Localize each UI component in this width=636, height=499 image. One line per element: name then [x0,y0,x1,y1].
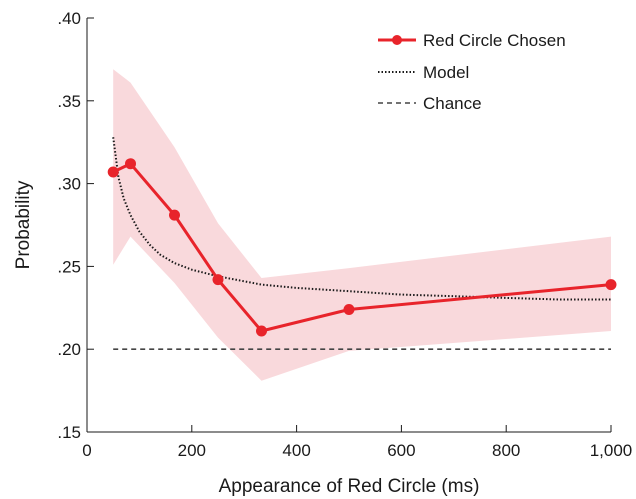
data-point-red-circle-chosen [605,279,617,291]
y-tick-label: .40 [57,9,81,28]
y-tick-label: .30 [57,175,81,194]
confidence-band-layer [113,69,611,381]
series-layer [107,137,617,351]
legend-item-red-circle-chosen: Red Circle Chosen [378,31,566,50]
x-tick-label: 200 [178,441,206,460]
y-tick-label: .35 [57,92,81,111]
legend-label-red-circle-chosen: Red Circle Chosen [423,31,566,50]
y-tick-label: .25 [57,257,81,276]
x-tick-label: 400 [282,441,310,460]
x-tick-layer: 0 200 400 600 800 1,000 [82,425,632,460]
y-tick-label: .20 [57,340,81,359]
x-tick-label: 800 [492,441,520,460]
legend-item-chance: Chance [378,94,482,113]
legend-label-model: Model [423,63,469,82]
data-point-red-circle-chosen [212,274,224,286]
y-axis-title: Probability [13,180,34,269]
y-tick-layer: .15 .20 .25 .30 .35 .40 [57,9,94,442]
confidence-band [113,69,611,381]
data-point-red-circle-chosen [343,304,355,315]
x-tick-label: 0 [82,441,91,460]
legend-swatch-red-marker [392,35,402,45]
legend: Red Circle Chosen Model Chance [378,31,566,113]
x-tick-label: 1,000 [590,441,633,460]
data-point-red-circle-chosen [125,158,136,170]
y-tick-label: .15 [57,423,81,442]
legend-label-chance: Chance [423,94,482,113]
data-point-red-circle-chosen [107,166,119,178]
axes-layer [86,18,611,433]
data-point-red-circle-chosen [169,209,180,221]
data-point-red-circle-chosen [256,325,267,337]
x-tick-label: 600 [387,441,415,460]
x-axis-title: Appearance of Red Circle (ms) [219,476,480,497]
legend-item-model: Model [378,63,469,82]
